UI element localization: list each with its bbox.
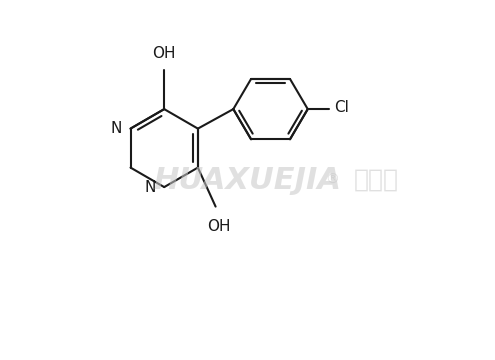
Text: 化学加: 化学加	[354, 168, 399, 192]
Text: HUAXUEJIA: HUAXUEJIA	[153, 166, 342, 194]
Text: N: N	[145, 180, 156, 195]
Text: ®: ®	[326, 173, 340, 187]
Text: OH: OH	[152, 46, 176, 61]
Text: OH: OH	[207, 219, 231, 234]
Text: N: N	[111, 121, 122, 136]
Text: Cl: Cl	[334, 100, 349, 115]
